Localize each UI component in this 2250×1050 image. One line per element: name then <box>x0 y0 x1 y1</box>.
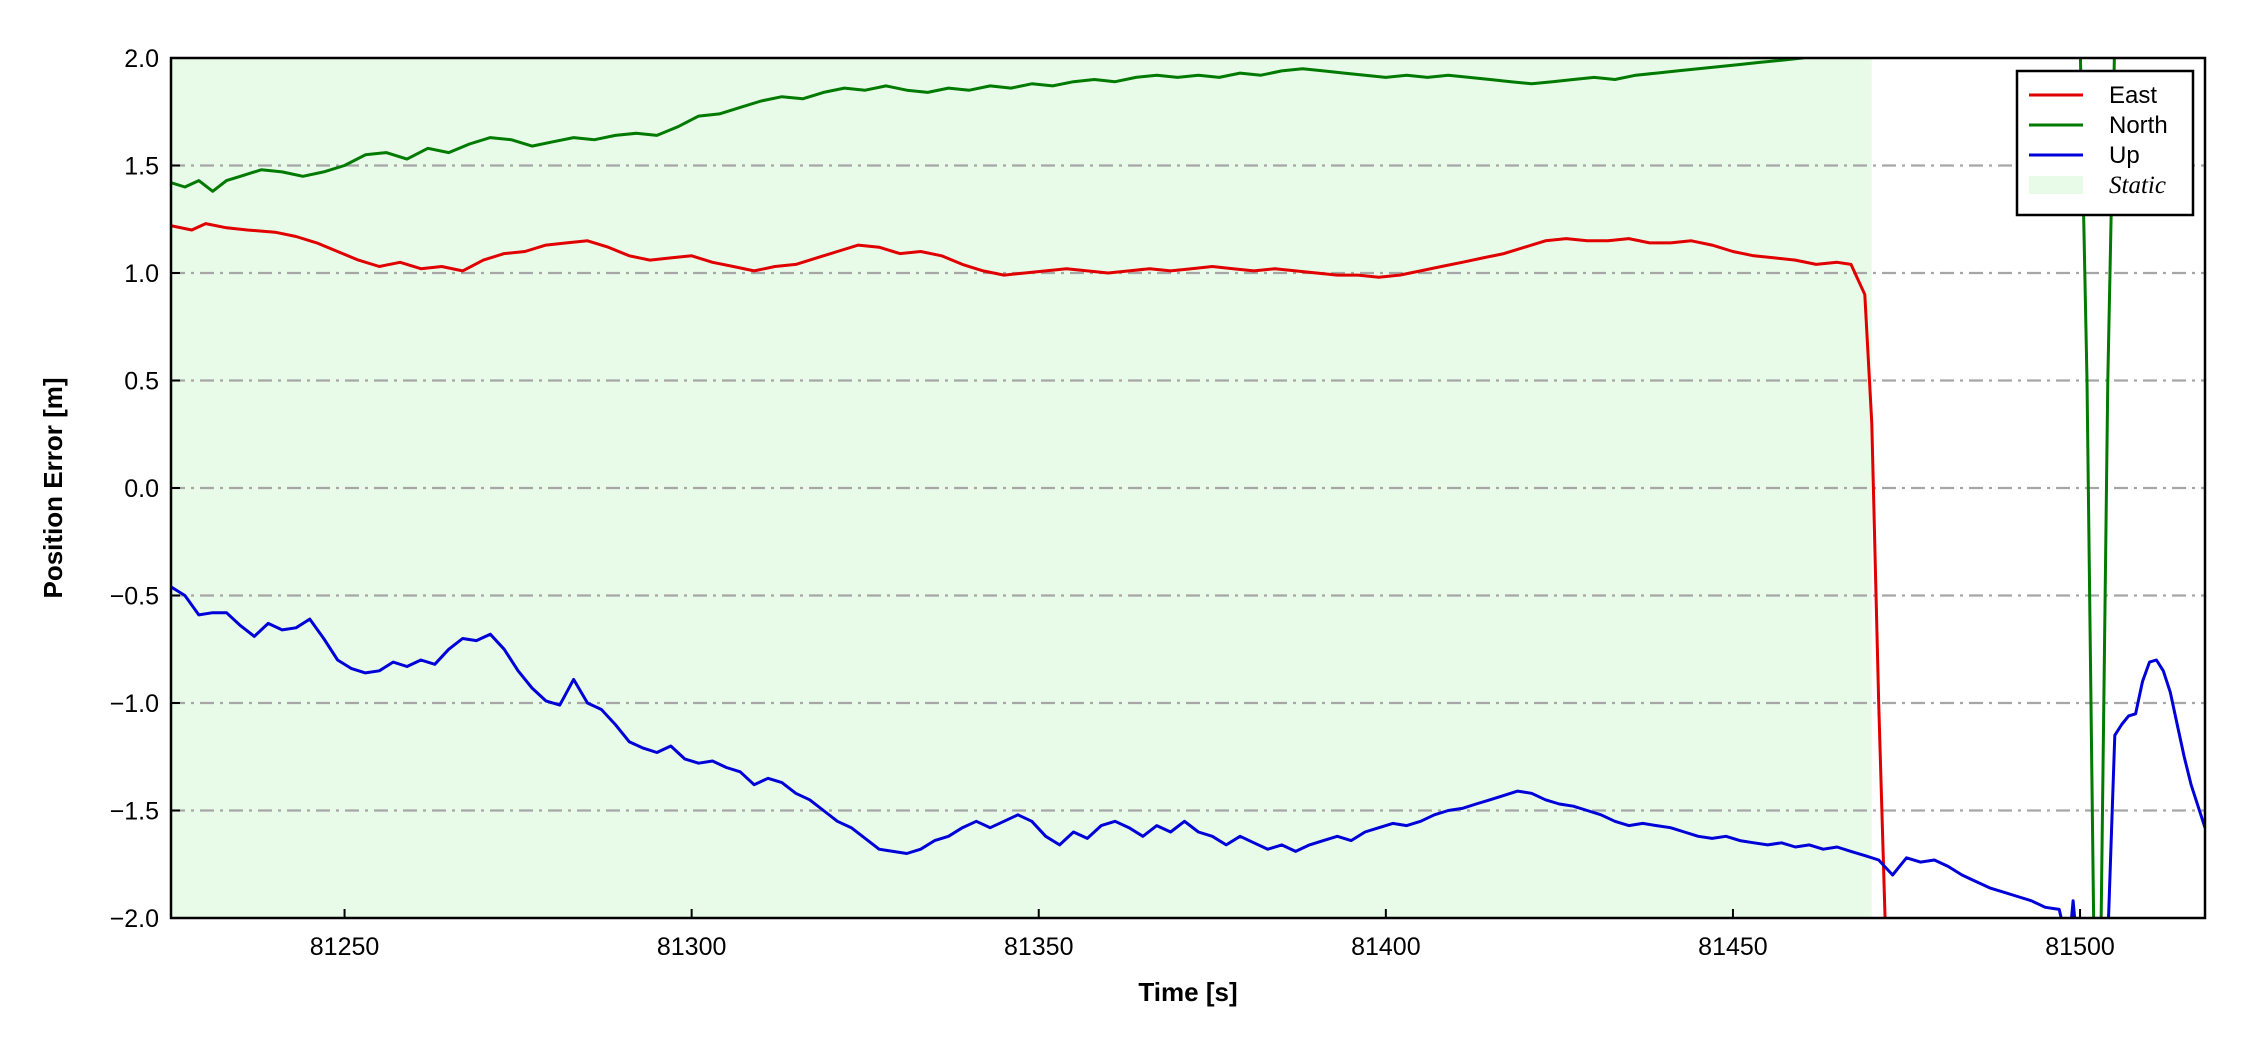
legend-label-up: Up <box>2109 142 2140 169</box>
axis-ticks: −2.0 −1.5 −1.0 −0.5 0.0 0.5 1.0 1.5 2.0 81250 8130… <box>110 45 2115 961</box>
legend-label-east: East <box>2109 82 2157 109</box>
series-line-up <box>171 585 2063 918</box>
y-axis-label: Position Error [m] <box>38 377 68 598</box>
y-tick-label-0: −2.0 <box>110 905 159 933</box>
series-line-east <box>171 222 1887 918</box>
y-tick-label-7: 1.5 <box>124 153 159 181</box>
x-tick-label-2: 81350 <box>1004 933 1074 961</box>
series-line-north <box>171 58 1810 193</box>
y-tick-label-2: −1.0 <box>110 690 159 718</box>
y-tick-label-8: 2.0 <box>124 45 159 73</box>
x-tick-label-5: 81500 <box>2045 933 2115 961</box>
y-tick-label-6: 1.0 <box>124 260 159 288</box>
series-layer <box>171 58 2205 918</box>
x-tick-label-3: 81400 <box>1351 933 1421 961</box>
x-tick-label-4: 81450 <box>1698 933 1768 961</box>
series-line-up-late-segment- <box>2070 899 2077 918</box>
y-tick-label-3: −0.5 <box>110 583 159 611</box>
series-line-north-late-segment- <box>2078 58 2116 918</box>
x-tick-label-1: 81300 <box>657 933 727 961</box>
x-axis-label: Time [s] <box>1138 977 1237 1007</box>
legend-swatch-static <box>2029 176 2083 194</box>
legend: East North Up Static <box>2015 69 2195 217</box>
series-line-up-tail- <box>2107 658 2205 918</box>
x-tick-label-0: 81250 <box>310 933 380 961</box>
legend-label-north: North <box>2109 112 2168 139</box>
legend-label-static: Static <box>2109 172 2166 199</box>
y-tick-label-4: 0.0 <box>124 475 159 503</box>
y-tick-label-1: −1.5 <box>110 798 159 826</box>
gridlines <box>171 164 2205 812</box>
y-tick-label-5: 0.5 <box>124 368 159 396</box>
